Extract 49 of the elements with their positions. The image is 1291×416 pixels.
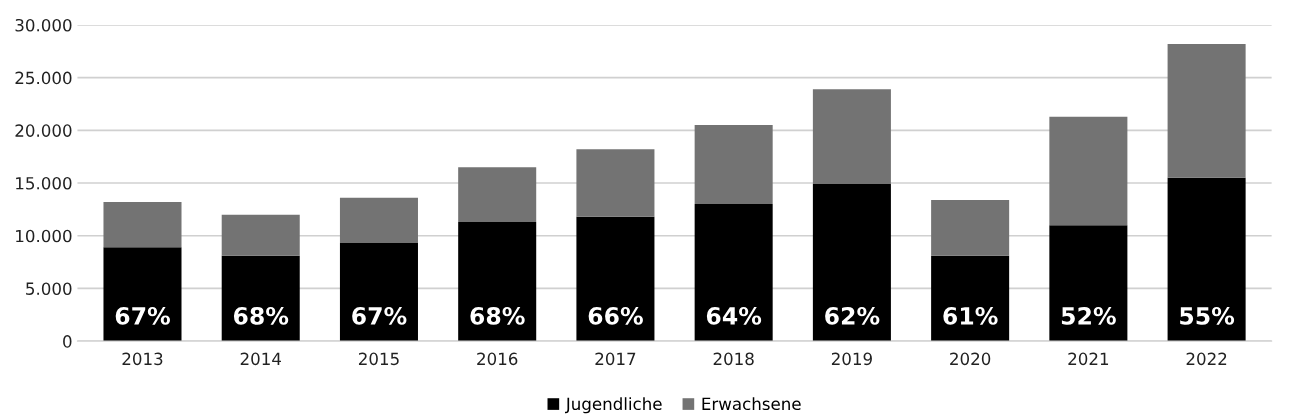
- bar: [576, 216, 655, 342]
- annotation: 68%: [233, 306, 289, 325]
- y-tick-label: 15.000: [16, 177, 72, 190]
- bar: [931, 255, 1010, 342]
- x-tick-label: 2018: [713, 352, 754, 366]
- x-tick-label: 2017: [595, 352, 636, 366]
- annotation: 55%: [1180, 306, 1235, 325]
- bar: [694, 125, 773, 205]
- annotation: 66%: [588, 306, 643, 325]
- y-tick-label: 20.000: [15, 124, 72, 137]
- x-tick-label: 2016: [477, 352, 518, 366]
- bar: [103, 247, 182, 342]
- bar: [221, 255, 300, 342]
- y-tick-label: 25.000: [15, 71, 72, 85]
- bar: [1049, 225, 1128, 342]
- y-tick-label: 10.000: [16, 229, 72, 243]
- y-tick-label: 5.000: [26, 282, 72, 295]
- x-tick-label: 2019: [831, 352, 872, 366]
- legend-label: Erwachsene: [702, 397, 801, 411]
- bar: [1167, 43, 1246, 178]
- bar: [694, 204, 773, 342]
- annotation: 64%: [706, 306, 762, 325]
- bar: [931, 199, 1010, 256]
- bar: [103, 202, 182, 248]
- annotation: 68%: [470, 306, 525, 325]
- annotation: 67%: [115, 306, 170, 325]
- bar: [339, 243, 418, 342]
- x-tick-label: 2021: [1068, 352, 1109, 366]
- x-tick-label: 2013: [122, 352, 163, 366]
- y-tick-label: 0: [63, 335, 72, 348]
- annotation: 61%: [943, 306, 998, 325]
- y-tick-label: 30.000: [15, 18, 72, 32]
- annotation: 52%: [1061, 306, 1116, 325]
- bar: [1167, 177, 1246, 342]
- bar: [1049, 116, 1128, 226]
- bar: [221, 214, 300, 256]
- bar: [812, 184, 891, 342]
- x-tick-label: 2020: [950, 352, 991, 366]
- x-tick-label: 2015: [358, 352, 399, 366]
- annotation: 62%: [825, 306, 880, 325]
- legend-label: Jugendliche: [564, 397, 662, 414]
- x-tick-label: 2014: [240, 352, 281, 366]
- annotation: 67%: [352, 306, 407, 325]
- bar: [339, 197, 418, 244]
- bar: [812, 89, 891, 185]
- bar: [458, 167, 537, 223]
- x-tick-label: 2022: [1186, 352, 1227, 366]
- bar: [576, 149, 655, 217]
- bar: [458, 222, 537, 342]
